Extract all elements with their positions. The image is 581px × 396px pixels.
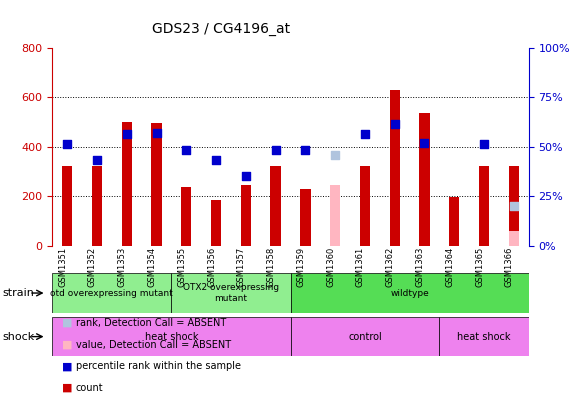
Text: value, Detection Call = ABSENT: value, Detection Call = ABSENT bbox=[76, 339, 231, 350]
Text: GSM1358: GSM1358 bbox=[267, 247, 275, 287]
Text: strain: strain bbox=[3, 288, 35, 298]
Text: GSM1363: GSM1363 bbox=[415, 247, 425, 287]
FancyBboxPatch shape bbox=[52, 273, 171, 313]
Point bbox=[182, 147, 191, 153]
Text: GSM1360: GSM1360 bbox=[326, 247, 335, 287]
Text: ■: ■ bbox=[62, 339, 72, 350]
Point bbox=[479, 141, 489, 147]
Point bbox=[420, 140, 429, 146]
Bar bbox=[508, 230, 519, 246]
Text: GSM1352: GSM1352 bbox=[88, 247, 97, 287]
Text: GSM1359: GSM1359 bbox=[296, 247, 306, 287]
Bar bbox=[62, 166, 73, 246]
Bar bbox=[389, 89, 400, 246]
Point bbox=[331, 152, 340, 158]
Text: rank, Detection Call = ABSENT: rank, Detection Call = ABSENT bbox=[76, 318, 226, 328]
Text: shock: shock bbox=[3, 331, 35, 342]
Text: GSM1362: GSM1362 bbox=[386, 247, 394, 287]
Bar bbox=[121, 122, 132, 246]
Bar bbox=[211, 200, 221, 246]
Bar bbox=[181, 187, 192, 246]
Text: ■: ■ bbox=[62, 361, 72, 371]
FancyBboxPatch shape bbox=[290, 273, 529, 313]
FancyBboxPatch shape bbox=[290, 317, 439, 356]
Bar bbox=[92, 166, 102, 246]
Bar bbox=[479, 166, 489, 246]
Bar bbox=[419, 113, 430, 246]
Point bbox=[152, 130, 161, 136]
Text: wildtype: wildtype bbox=[390, 289, 429, 297]
Text: GSM1366: GSM1366 bbox=[505, 247, 514, 287]
Point bbox=[63, 141, 72, 147]
Text: count: count bbox=[76, 383, 103, 393]
Text: GDS23 / CG4196_at: GDS23 / CG4196_at bbox=[152, 22, 290, 36]
Text: control: control bbox=[348, 331, 382, 342]
Point bbox=[92, 157, 102, 163]
Text: heat shock: heat shock bbox=[457, 331, 511, 342]
Text: GSM1354: GSM1354 bbox=[148, 247, 156, 287]
Bar bbox=[449, 197, 460, 246]
Text: GSM1365: GSM1365 bbox=[475, 247, 484, 287]
Bar bbox=[300, 188, 311, 246]
Text: heat shock: heat shock bbox=[145, 331, 198, 342]
Text: GSM1356: GSM1356 bbox=[207, 247, 216, 287]
Text: GSM1353: GSM1353 bbox=[118, 247, 127, 287]
Text: GSM1355: GSM1355 bbox=[177, 247, 187, 287]
Point bbox=[241, 173, 250, 179]
FancyBboxPatch shape bbox=[439, 317, 529, 356]
Text: OTX2 overexpressing
mutant: OTX2 overexpressing mutant bbox=[183, 284, 279, 303]
Text: ■: ■ bbox=[62, 383, 72, 393]
Text: otd overexpressing mutant: otd overexpressing mutant bbox=[51, 289, 173, 297]
Point bbox=[122, 131, 131, 137]
Point bbox=[509, 203, 518, 209]
Bar bbox=[360, 166, 370, 246]
Text: ■: ■ bbox=[62, 318, 72, 328]
Text: GSM1357: GSM1357 bbox=[237, 247, 246, 287]
Bar bbox=[151, 123, 162, 246]
Point bbox=[271, 147, 280, 153]
Text: GSM1364: GSM1364 bbox=[445, 247, 454, 287]
Text: GSM1361: GSM1361 bbox=[356, 247, 365, 287]
Text: percentile rank within the sample: percentile rank within the sample bbox=[76, 361, 241, 371]
FancyBboxPatch shape bbox=[171, 273, 290, 313]
Point bbox=[211, 157, 221, 163]
Bar bbox=[330, 185, 340, 246]
Text: GSM1351: GSM1351 bbox=[58, 247, 67, 287]
Bar bbox=[508, 166, 519, 246]
Bar bbox=[241, 185, 251, 246]
Bar bbox=[270, 166, 281, 246]
FancyBboxPatch shape bbox=[52, 317, 290, 356]
Point bbox=[390, 121, 399, 128]
Point bbox=[360, 131, 370, 137]
Point bbox=[301, 147, 310, 153]
